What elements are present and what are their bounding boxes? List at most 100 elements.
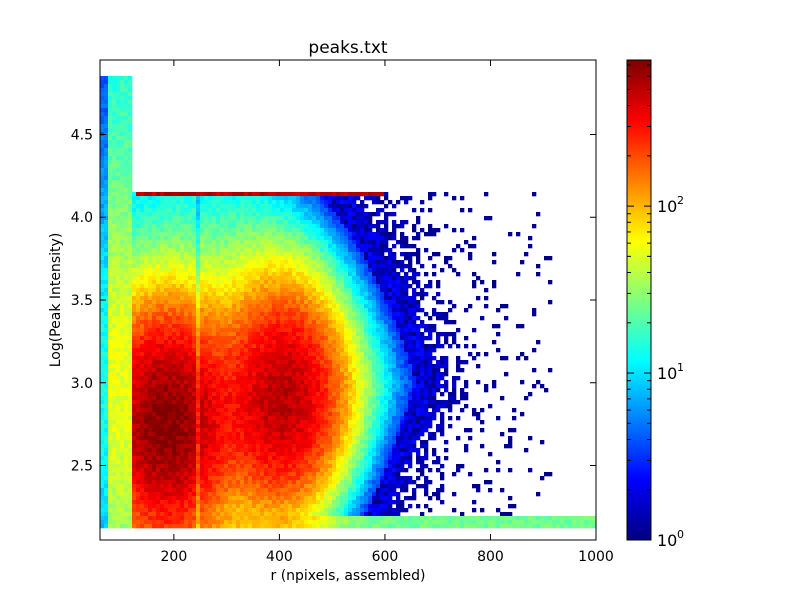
heatmap-cell [256,212,261,217]
heatmap-cell [204,228,209,233]
heatmap-cell [136,244,141,249]
heatmap-cell [244,408,249,413]
heatmap-cell [276,388,281,393]
heatmap-cell [288,480,293,485]
heatmap-cell [140,276,145,281]
heatmap-cell [324,224,329,229]
heatmap-cell [320,428,325,433]
heatmap-cell [248,220,253,225]
heatmap-cell [304,256,309,261]
heatmap-cell [164,384,169,389]
heatmap-cell [104,96,109,101]
heatmap-cell [196,392,201,397]
heatmap-cell [264,360,269,365]
heatmap-cell [272,420,277,425]
heatmap-cell [100,264,105,269]
heatmap-cell [252,192,257,197]
heatmap-cell [204,216,209,221]
heatmap-cell [304,316,309,321]
heatmap-cell [184,368,189,373]
heatmap-cell [312,268,317,273]
heatmap-cell [208,332,213,337]
heatmap-cell [280,216,285,221]
heatmap-cell [228,428,233,433]
heatmap-cell [116,404,121,409]
heatmap-cell [260,372,265,377]
heatmap-cell [164,204,169,209]
heatmap-cell [320,460,325,465]
heatmap-cell [140,244,145,249]
heatmap-cell [264,504,269,509]
heatmap-cell [100,344,105,349]
heatmap-cell [160,220,165,225]
heatmap-cell [288,524,293,529]
heatmap-cell [160,352,165,357]
heatmap-cell [200,416,205,421]
heatmap-cell [220,360,225,365]
heatmap-cell [272,212,277,217]
heatmap-cell [128,452,133,457]
heatmap-cell [232,516,237,521]
heatmap-cell [252,256,257,261]
heatmap-cell [220,324,225,329]
heatmap-cell [252,368,257,373]
heatmap-cell [252,208,257,213]
heatmap-cell [196,228,201,233]
heatmap-cell [172,352,177,357]
heatmap-cell [104,164,109,169]
heatmap-cell [288,260,293,265]
heatmap-cell [124,268,129,273]
heatmap-cell [264,440,269,445]
heatmap-cell [196,468,201,473]
heatmap-cell [244,380,249,385]
heatmap-cell [100,456,105,461]
heatmap-cell [272,448,277,453]
heatmap-cell [176,300,181,305]
heatmap-cell [108,324,113,329]
heatmap-cell [124,256,129,261]
heatmap-cell [196,324,201,329]
heatmap-cell [272,372,277,377]
heatmap-cell [292,336,297,341]
heatmap-cell [160,452,165,457]
heatmap-cell [324,296,329,301]
heatmap-cell [200,504,205,509]
heatmap-cell [168,508,173,513]
heatmap-cell [220,256,225,261]
heatmap-cell [140,396,145,401]
heatmap-cell [136,400,141,405]
heatmap-cell [220,476,225,481]
heatmap-cell [248,356,253,361]
heatmap-cell [172,196,177,201]
heatmap-cell [184,280,189,285]
heatmap-cell [176,380,181,385]
heatmap-cell [220,244,225,249]
heatmap-cell [268,388,273,393]
heatmap-cell [312,428,317,433]
heatmap-cell [264,416,269,421]
heatmap-cell [272,340,277,345]
heatmap-cell [244,340,249,345]
heatmap-cell [164,228,169,233]
heatmap-cell [276,372,281,377]
heatmap-cell [236,296,241,301]
heatmap-cell [224,288,229,293]
heatmap-cell [128,352,133,357]
heatmap-cell [188,404,193,409]
heatmap-cell [176,316,181,321]
heatmap-cell [276,384,281,389]
heatmap-cell [260,448,265,453]
heatmap-cell [180,236,185,241]
heatmap-cell [112,324,117,329]
heatmap-cell [144,516,149,521]
heatmap-cell [116,112,121,117]
heatmap-cell [156,516,161,521]
heatmap-cell [100,320,105,325]
heatmap-cell [120,500,125,505]
heatmap-cell [136,420,141,425]
heatmap-cell [116,152,121,157]
heatmap-cell [312,420,317,425]
heatmap-cell [200,212,205,217]
heatmap-cell [288,420,293,425]
heatmap-cell [236,316,241,321]
